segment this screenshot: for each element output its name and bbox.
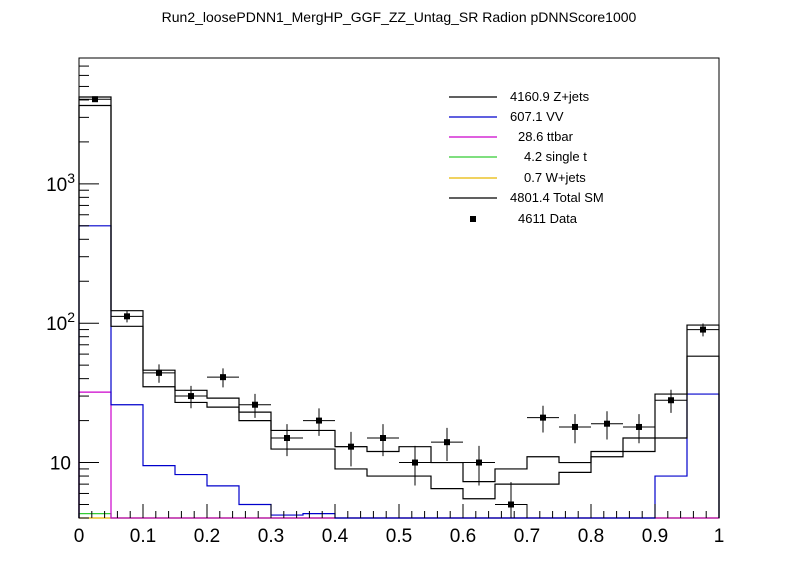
data-point-marker <box>284 435 290 442</box>
data-point-marker <box>124 313 130 320</box>
legend-label: 28.6 ttbar <box>518 129 574 144</box>
data-point-marker <box>348 443 354 450</box>
data-point-marker <box>508 501 514 508</box>
x-tick-label: 0.8 <box>578 526 604 547</box>
legend-entry-data: 4611 Data <box>470 211 578 226</box>
x-tick-label: 0.9 <box>642 526 668 547</box>
data-point <box>591 411 623 440</box>
legend-label: 4160.9 Z+jets <box>510 89 590 104</box>
x-tick-label: 1 <box>714 526 725 547</box>
data-point-marker <box>604 420 610 427</box>
data-point <box>527 405 559 433</box>
data-point-marker <box>156 369 162 376</box>
data-points-group <box>79 96 719 518</box>
data-point <box>655 389 687 413</box>
x-tick-label: 0.6 <box>450 526 476 547</box>
legend-entry-z-jets: 4160.9 Z+jets <box>449 89 590 104</box>
y-tick-label: 102 <box>46 309 75 335</box>
chart-title: Run2_loosePDNN1_MergHP_GGF_ZZ_Untag_SR R… <box>161 9 637 25</box>
data-point-marker <box>220 374 226 381</box>
x-tick-label: 0.4 <box>322 526 349 547</box>
data-point <box>239 393 271 418</box>
legend-data-marker <box>470 216 476 222</box>
data-point <box>687 323 719 337</box>
data-point-marker <box>476 459 482 466</box>
data-point-marker <box>572 423 578 430</box>
data-point <box>431 427 463 462</box>
legend-entry-ttbar: 28.6 ttbar <box>449 129 574 144</box>
data-point-marker <box>92 96 98 103</box>
data-point-marker <box>668 397 674 404</box>
legend-label: 4801.4 Total SM <box>510 190 604 205</box>
data-point-marker <box>444 439 450 446</box>
data-point <box>495 482 527 518</box>
data-point <box>175 385 207 409</box>
series-z-jets-line <box>78 104 720 518</box>
data-point-marker <box>316 417 322 424</box>
data-point <box>111 310 143 323</box>
data-point-marker <box>380 435 386 442</box>
legend-label: 4611 Data <box>518 211 578 226</box>
data-point-marker <box>412 459 418 466</box>
x-tick-label: 0.5 <box>386 526 412 547</box>
data-point <box>207 368 239 388</box>
y-tick-label: 103 <box>46 170 75 196</box>
data-point <box>559 414 591 444</box>
data-point <box>303 408 335 436</box>
histogram-series-group <box>78 96 720 519</box>
data-point <box>623 414 655 444</box>
data-point <box>335 431 367 467</box>
legend-entry-vv: 607.1 VV <box>449 109 564 124</box>
data-point <box>79 96 111 103</box>
data-point-marker <box>636 423 642 430</box>
data-point-marker <box>252 401 258 408</box>
y-tick-label: 10 <box>50 454 71 475</box>
legend-label: 607.1 VV <box>510 109 564 124</box>
axes-group: 0 0.1 0.2 0.3 0.4 0.5 0.6 0.7 0.8 0.9 1 10 102 103 <box>46 57 725 547</box>
x-tick-label: 0.1 <box>130 526 156 547</box>
data-point <box>399 445 431 486</box>
x-tick-label: 0.2 <box>194 526 220 547</box>
legend-label: 4.2 single t <box>524 149 587 164</box>
x-tick-label: 0 <box>74 526 85 547</box>
data-point <box>463 445 495 486</box>
legend: 4160.9 Z+jets 607.1 VV 28.6 ttbar 4.2 singl… <box>449 89 604 226</box>
data-point <box>271 424 303 457</box>
data-point-marker <box>700 326 706 333</box>
legend-entry-w-jets: 0.7 W+jets <box>449 170 586 185</box>
data-point-marker <box>188 393 194 400</box>
x-tick-label: 0.7 <box>514 526 540 547</box>
series-total-sm-line <box>78 96 720 518</box>
data-point <box>367 424 399 457</box>
x-tick-label: 0.3 <box>258 526 284 547</box>
data-point <box>143 364 175 383</box>
legend-entry-single-t: 4.2 single t <box>449 149 587 164</box>
legend-label: 0.7 W+jets <box>524 170 586 185</box>
data-point-marker <box>540 414 546 421</box>
legend-entry-total-sm: 4801.4 Total SM <box>449 190 604 205</box>
